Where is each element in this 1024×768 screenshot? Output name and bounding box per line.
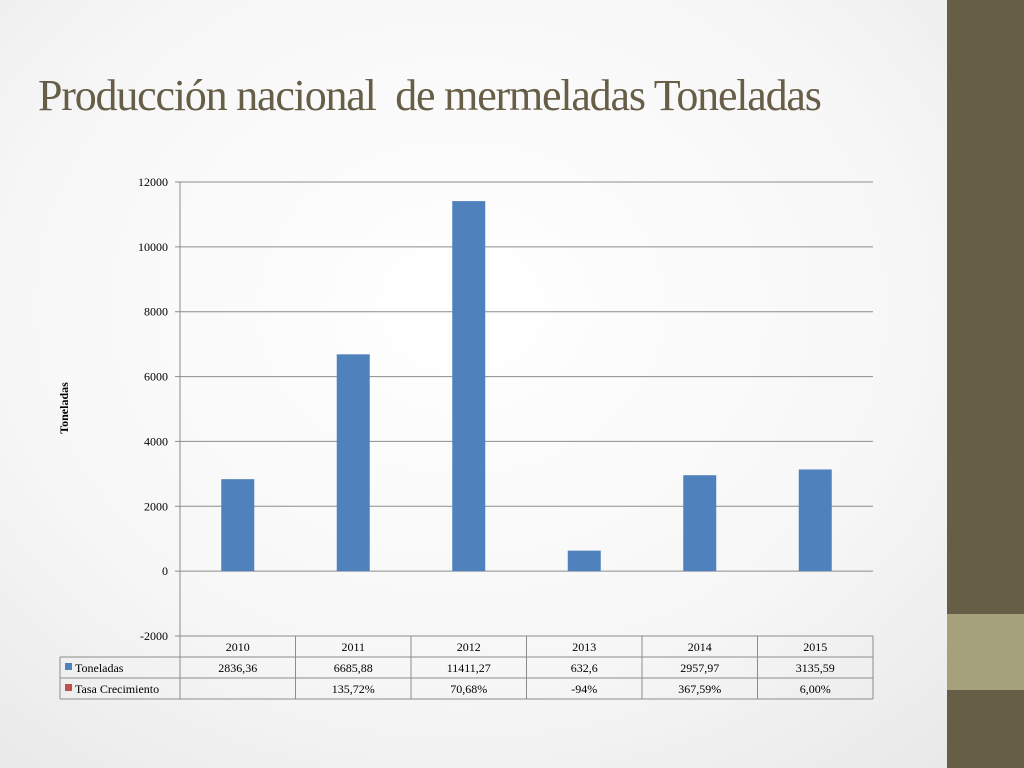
- data-label: 3135,59: [796, 661, 835, 675]
- bar: [683, 475, 717, 572]
- x-category-label: 2011: [341, 640, 365, 654]
- chart: 12000 10000 8000 6000 4000 2000 0 -2000 Tonelada…: [57, 175, 874, 700]
- legend-label: Tasa Crecimiento: [75, 682, 159, 696]
- y-tick-label: 6000: [144, 370, 168, 384]
- data-label: -94%: [571, 682, 597, 696]
- legend-key: [65, 684, 72, 691]
- x-category-label: 2014: [688, 640, 712, 654]
- data-label: 367,59%: [678, 682, 721, 696]
- x-category-label: 2012: [457, 640, 481, 654]
- y-axis-title: Toneladas: [57, 382, 71, 434]
- y-tick-label: 12000: [138, 175, 168, 189]
- data-label: 11411,27: [447, 661, 491, 675]
- legend-label: Toneladas: [75, 661, 124, 675]
- y-tick-label: 2000: [144, 499, 168, 513]
- bar: [452, 201, 486, 572]
- x-category-label: 2015: [803, 640, 827, 654]
- slide-title: Producción nacional de mermeladas Tonela…: [38, 71, 822, 120]
- bar: [567, 550, 601, 572]
- data-label: 2836,36: [218, 661, 257, 675]
- bar: [798, 469, 832, 572]
- x-category-label: 2010: [226, 640, 250, 654]
- data-label: 6685,88: [334, 661, 373, 675]
- x-category-label: 2013: [572, 640, 596, 654]
- data-label: 135,72%: [332, 682, 375, 696]
- y-tick-label: 8000: [144, 305, 168, 319]
- side-accent: [947, 614, 1024, 690]
- y-tick-label: 10000: [138, 240, 168, 254]
- legend-key: [65, 663, 72, 670]
- bar: [221, 479, 255, 572]
- data-label: 632,6: [571, 661, 598, 675]
- y-tick-label: -2000: [140, 629, 168, 643]
- bar: [336, 354, 370, 572]
- y-tick-label: 4000: [144, 434, 168, 448]
- y-tick-label: 0: [162, 564, 168, 578]
- data-label: 70,68%: [450, 682, 487, 696]
- data-label: 2957,97: [680, 661, 719, 675]
- data-label: 6,00%: [800, 682, 831, 696]
